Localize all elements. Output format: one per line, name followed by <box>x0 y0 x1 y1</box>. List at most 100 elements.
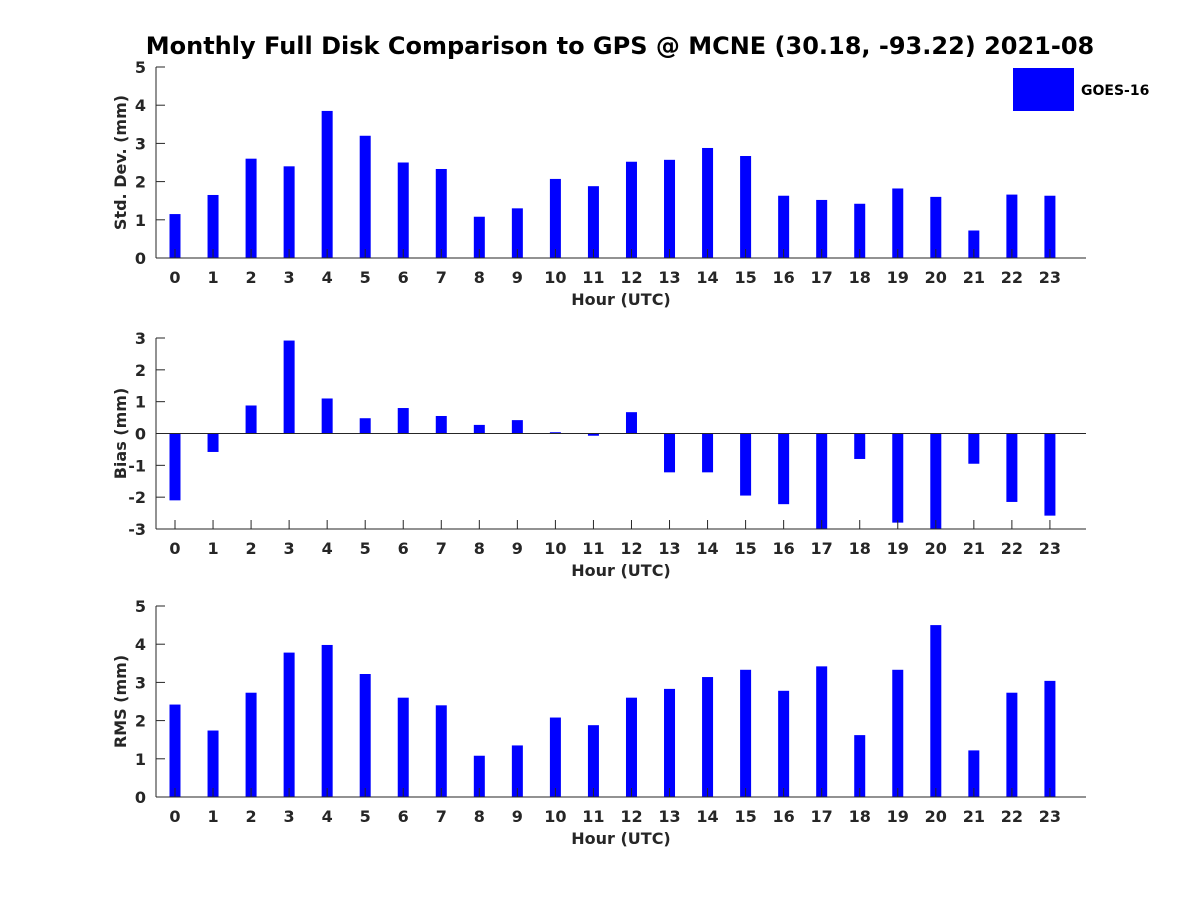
std-x-tick-label: 11 <box>582 268 604 287</box>
std-bar-10 <box>549 178 561 258</box>
rms-y-tick-label: 4 <box>135 635 146 654</box>
rms-bar-17 <box>816 666 828 797</box>
rms-y-tick-label: 3 <box>135 673 146 692</box>
bias-bar-4 <box>321 398 333 434</box>
std-x-tick-label: 23 <box>1039 268 1061 287</box>
rms-x-tick-label: 18 <box>849 807 871 826</box>
std-y-tick-label: 3 <box>135 134 146 153</box>
rms-x-axis-label: Hour (UTC) <box>571 829 671 848</box>
rms-bar-3 <box>283 652 295 797</box>
std-x-tick-label: 4 <box>322 268 333 287</box>
std-bar-8 <box>473 216 485 258</box>
bias-x-tick-label: 7 <box>436 539 447 558</box>
bias-x-tick-label: 19 <box>887 539 909 558</box>
bias-x-tick-label: 18 <box>849 539 871 558</box>
std-x-tick-label: 2 <box>246 268 257 287</box>
rms-bar-4 <box>321 644 333 797</box>
rms-y-tick-label: 5 <box>135 597 146 616</box>
legend-swatch <box>1013 68 1074 111</box>
bias-x-tick-label: 11 <box>582 539 604 558</box>
bias-bar-23 <box>1044 433 1056 516</box>
bias-x-tick-label: 5 <box>360 539 371 558</box>
bias-bar-16 <box>778 433 790 505</box>
bias-y-tick-label: -3 <box>128 520 146 539</box>
rms-y-axis-label: RMS (mm) <box>111 655 130 748</box>
rms-bar-12 <box>625 697 637 797</box>
rms-bar-18 <box>854 735 866 797</box>
rms-x-tick-label: 15 <box>734 807 756 826</box>
std-x-tick-label: 15 <box>734 268 756 287</box>
std-bar-7 <box>435 168 447 258</box>
bias-y-tick-label: 3 <box>135 329 146 348</box>
std-y-tick-label: 2 <box>135 173 146 192</box>
std-bar-22 <box>1006 194 1018 258</box>
rms-x-tick-label: 16 <box>773 807 795 826</box>
rms-x-tick-label: 4 <box>322 807 333 826</box>
std-bar-21 <box>968 230 980 258</box>
std-x-tick-label: 6 <box>398 268 409 287</box>
bias-x-tick-label: 8 <box>474 539 485 558</box>
bias-bar-1 <box>207 433 219 452</box>
bias-y-tick-label: -1 <box>128 456 146 475</box>
std-x-tick-label: 21 <box>963 268 985 287</box>
bias-x-tick-label: 20 <box>925 539 947 558</box>
std-x-tick-label: 20 <box>925 268 947 287</box>
std-y-tick-label: 5 <box>135 58 146 77</box>
rms-bar-8 <box>473 755 485 797</box>
std-x-tick-label: 13 <box>658 268 680 287</box>
legend-label: GOES-16 <box>1081 83 1149 99</box>
bias-y-tick-label: -2 <box>128 488 146 507</box>
rms-bar-23 <box>1044 680 1056 797</box>
bias-x-tick-label: 0 <box>169 539 180 558</box>
rms-bar-5 <box>359 674 371 797</box>
bias-bar-14 <box>702 433 714 473</box>
std-x-tick-label: 8 <box>474 268 485 287</box>
rms-x-tick-label: 19 <box>887 807 909 826</box>
rms-x-tick-label: 9 <box>512 807 523 826</box>
rms-y-tick-label: 0 <box>135 788 146 807</box>
std-y-tick-label: 4 <box>135 96 146 115</box>
std-x-tick-label: 17 <box>811 268 833 287</box>
std-bar-15 <box>740 156 752 258</box>
rms-x-tick-label: 12 <box>620 807 642 826</box>
rms-x-tick-label: 14 <box>696 807 718 826</box>
rms-x-tick-label: 20 <box>925 807 947 826</box>
bias-y-tick-label: 0 <box>135 425 146 444</box>
std-bar-23 <box>1044 195 1056 258</box>
std-x-tick-label: 3 <box>284 268 295 287</box>
rms-x-tick-label: 3 <box>284 807 295 826</box>
rms-bar-1 <box>207 730 219 797</box>
std-x-tick-label: 10 <box>544 268 566 287</box>
rms-x-tick-label: 21 <box>963 807 985 826</box>
bias-bar-22 <box>1006 433 1018 502</box>
bias-x-tick-label: 2 <box>246 539 257 558</box>
std-x-tick-label: 22 <box>1001 268 1023 287</box>
std-bar-6 <box>397 162 409 258</box>
std-x-tick-label: 7 <box>436 268 447 287</box>
std-y-tick-label: 1 <box>135 211 146 230</box>
std-bar-12 <box>625 161 637 258</box>
std-y-tick-label: 0 <box>135 249 146 268</box>
bias-bar-21 <box>968 433 980 464</box>
std-bar-19 <box>892 188 904 258</box>
bias-bar-9 <box>511 420 523 434</box>
std-bar-18 <box>854 203 866 258</box>
bias-bar-11 <box>587 433 599 436</box>
std-bar-0 <box>169 214 181 258</box>
bias-bar-3 <box>283 340 295 434</box>
bias-x-tick-label: 14 <box>696 539 718 558</box>
std-x-tick-label: 0 <box>169 268 180 287</box>
std-x-tick-label: 16 <box>773 268 795 287</box>
std-bar-4 <box>321 110 333 259</box>
std-bar-16 <box>778 195 790 258</box>
rms-bar-10 <box>549 717 561 797</box>
bias-bar-6 <box>397 408 409 434</box>
bias-bar-15 <box>740 433 752 496</box>
rms-bar-7 <box>435 705 447 797</box>
rms-x-tick-label: 8 <box>474 807 485 826</box>
bias-y-tick-label: 2 <box>135 361 146 380</box>
